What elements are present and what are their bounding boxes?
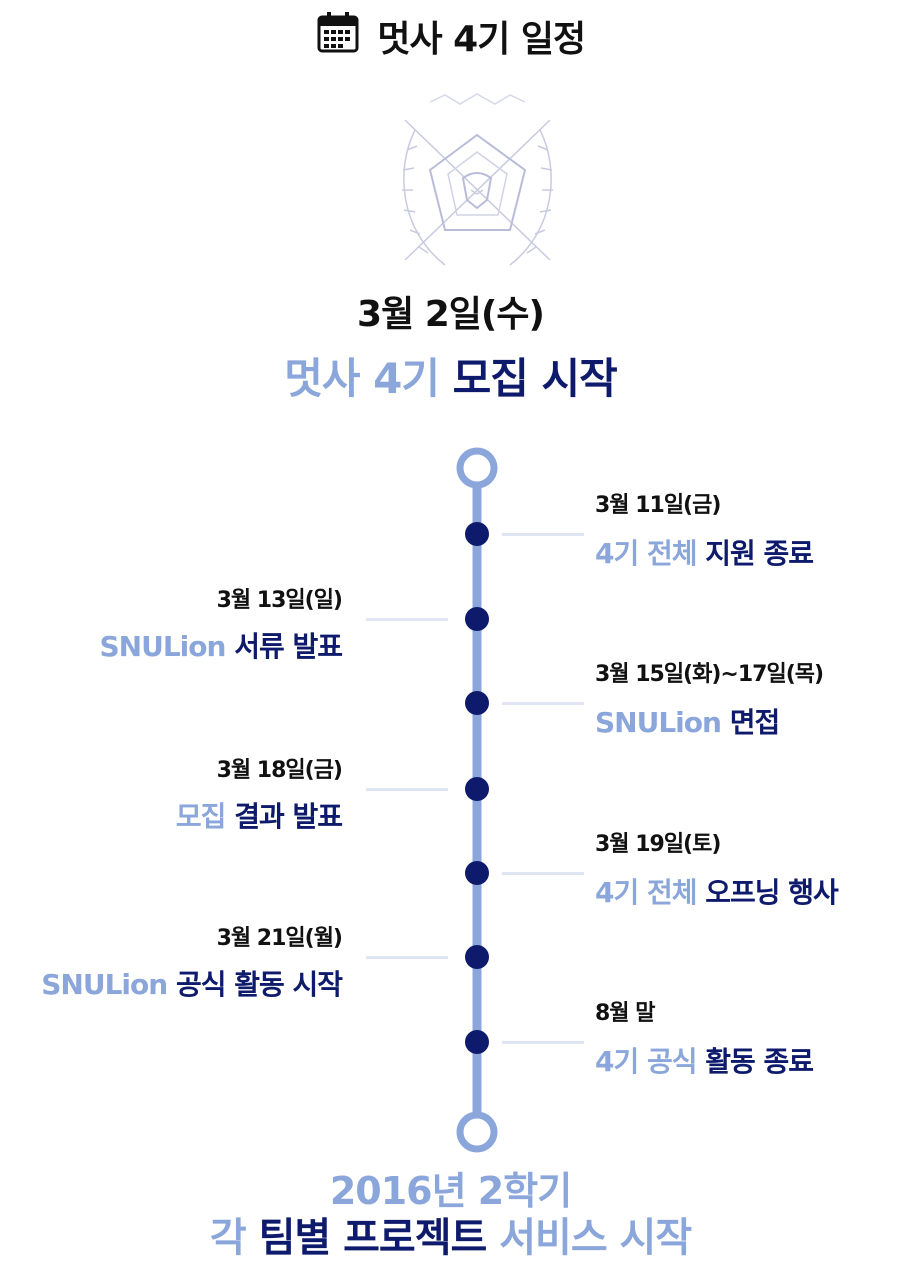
end-event-c: 서비스 시작 [499, 1215, 692, 1261]
event-title-light: SNULion [99, 630, 227, 663]
timeline-start-ring [456, 447, 498, 489]
timeline [456, 447, 498, 1153]
event-date: 3월 13일(일) [216, 588, 343, 613]
timeline-dot [465, 1030, 489, 1054]
end-event-b: 팀별 프로젝트 [258, 1215, 488, 1261]
calendar-icon [316, 11, 360, 62]
event-title-light: SNULion [595, 706, 722, 739]
end-event: 각 팀별 프로젝트 서비스 시작 [0, 1205, 901, 1263]
timeline-dot [465, 607, 489, 631]
event-title-light: 4기 공식 [595, 1045, 698, 1078]
start-event-dark: 모집 시작 [452, 354, 618, 403]
event-title: 모집 결과 발표 [175, 795, 343, 835]
event-title: 4기 전체 지원 종료 [595, 532, 814, 572]
event-title: SNULion 면접 [595, 701, 781, 741]
timeline-connector [502, 1041, 584, 1044]
event-title-dark: 면접 [729, 706, 781, 739]
event-title-light: 4기 전체 [595, 537, 698, 570]
event-title-light: 모집 [175, 800, 227, 833]
event-date: 3월 18일(금) [216, 758, 343, 783]
timeline-dot [465, 691, 489, 715]
event-date: 3월 19일(토) [595, 832, 721, 857]
timeline-end-ring [456, 1111, 498, 1153]
end-event-a: 각 [209, 1215, 247, 1261]
event-title-dark: 활동 종료 [705, 1045, 814, 1078]
event-title-dark: 결과 발표 [234, 800, 343, 833]
page-title: 멋사 4기 일정 [0, 10, 901, 62]
start-event: 멋사 4기 모집 시작 [0, 345, 901, 406]
timeline-connector [502, 702, 584, 705]
event-title-light: SNULion [41, 968, 168, 1001]
event-date: 3월 11일(금) [595, 493, 721, 518]
start-date: 3월 2일(수) [357, 294, 545, 335]
timeline-connector [366, 618, 448, 621]
title-text: 멋사 4기 일정 [377, 19, 586, 60]
event-title: 4기 공식 활동 종료 [595, 1040, 814, 1080]
event-title-dark: 오프닝 행사 [705, 876, 839, 909]
event-title: SNULion 서류 발표 [100, 625, 343, 665]
event-date: 3월 15일(화)~17일(목) [595, 662, 824, 687]
event-title-dark: 지원 종료 [705, 537, 814, 570]
event-title-dark: 서류 발표 [234, 630, 343, 663]
event-title: 4기 전체 오프닝 행사 [595, 871, 839, 911]
timeline-connector [366, 956, 448, 959]
end-semester: 2016년 2학기 [329, 1169, 572, 1213]
timeline-dot [465, 945, 489, 969]
event-title-light: 4기 전체 [595, 876, 698, 909]
start-event-light: 멋사 4기 [284, 354, 440, 403]
timeline-connector [502, 533, 584, 536]
timeline-dot [465, 522, 489, 546]
event-date: 8월 말 [595, 1001, 655, 1026]
timeline-dot [465, 777, 489, 801]
timeline-connector [502, 872, 584, 875]
event-title-dark: 공식 활동 시작 [175, 968, 343, 1001]
event-title: SNULion 공식 활동 시작 [41, 963, 343, 1003]
lion-emblem-icon [385, 90, 570, 275]
event-date: 3월 21일(월) [216, 926, 343, 951]
timeline-dot [465, 861, 489, 885]
timeline-connector [366, 788, 448, 791]
